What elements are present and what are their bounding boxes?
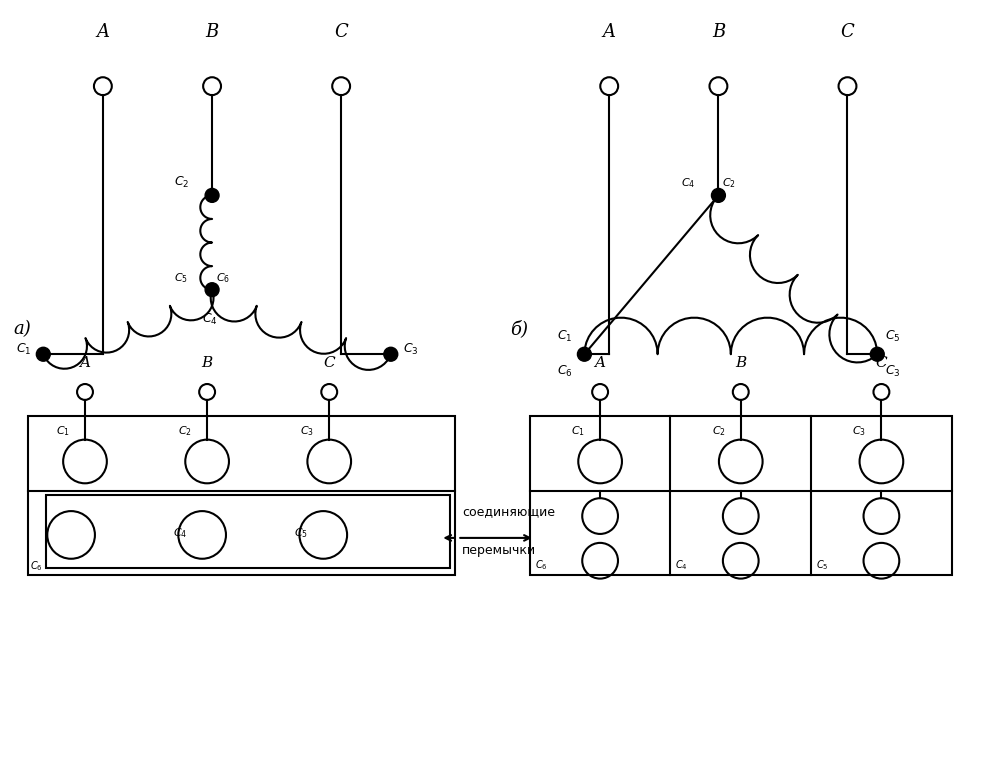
Text: $C_5$: $C_5$ (174, 271, 188, 285)
Circle shape (384, 348, 398, 361)
Text: $C_5$: $C_5$ (816, 558, 829, 572)
Text: $C_5$: $C_5$ (294, 526, 308, 539)
Text: $C_2$: $C_2$ (712, 424, 726, 437)
Text: B: B (205, 23, 219, 42)
Bar (46, 495, 450, 567)
Text: A: A (595, 356, 606, 370)
Text: $C_2$: $C_2$ (174, 176, 189, 190)
Text: соединяющие: соединяющие (462, 505, 555, 518)
Circle shape (36, 348, 50, 361)
Circle shape (205, 283, 219, 296)
Circle shape (711, 188, 725, 202)
Text: перемычки: перемычки (462, 544, 536, 557)
Text: C: C (323, 356, 335, 370)
Text: $C_6$: $C_6$ (30, 559, 43, 573)
Text: $C_4$: $C_4$ (681, 176, 696, 190)
Text: C: C (841, 23, 854, 42)
Text: $C_2$: $C_2$ (722, 176, 736, 190)
Text: A: A (603, 23, 616, 42)
Text: A: A (80, 356, 91, 370)
Text: $C_1$: $C_1$ (557, 329, 572, 344)
Text: $C_2$: $C_2$ (178, 424, 192, 437)
Text: $C_3$: $C_3$ (852, 424, 867, 437)
Text: B: B (712, 23, 725, 42)
Text: A: A (96, 23, 109, 42)
Text: C: C (876, 356, 887, 370)
Text: $C_3$: $C_3$ (403, 342, 418, 357)
Text: $C_3$: $C_3$ (300, 424, 314, 437)
Text: $C_5$: $C_5$ (885, 329, 901, 344)
Text: $C_6$: $C_6$ (535, 558, 547, 572)
Text: B: B (201, 356, 213, 370)
Circle shape (205, 188, 219, 202)
Text: $C_1$: $C_1$ (56, 424, 70, 437)
Text: $C_3$: $C_3$ (885, 364, 901, 379)
Text: а): а) (14, 320, 31, 338)
Text: B: B (735, 356, 746, 370)
Circle shape (870, 348, 884, 361)
Circle shape (577, 348, 591, 361)
Text: $C_6$: $C_6$ (557, 364, 572, 379)
Bar (28, 416, 455, 574)
Text: $C_4$: $C_4$ (675, 558, 688, 572)
Bar (530, 416, 952, 574)
Text: $C_6$: $C_6$ (216, 271, 230, 285)
Text: $C_1$: $C_1$ (16, 342, 31, 357)
Text: C: C (334, 23, 348, 42)
Text: $C_4$: $C_4$ (202, 312, 218, 327)
Text: $C_4$: $C_4$ (173, 526, 187, 539)
Text: $C_1$: $C_1$ (571, 424, 585, 437)
Text: б): б) (510, 320, 528, 338)
